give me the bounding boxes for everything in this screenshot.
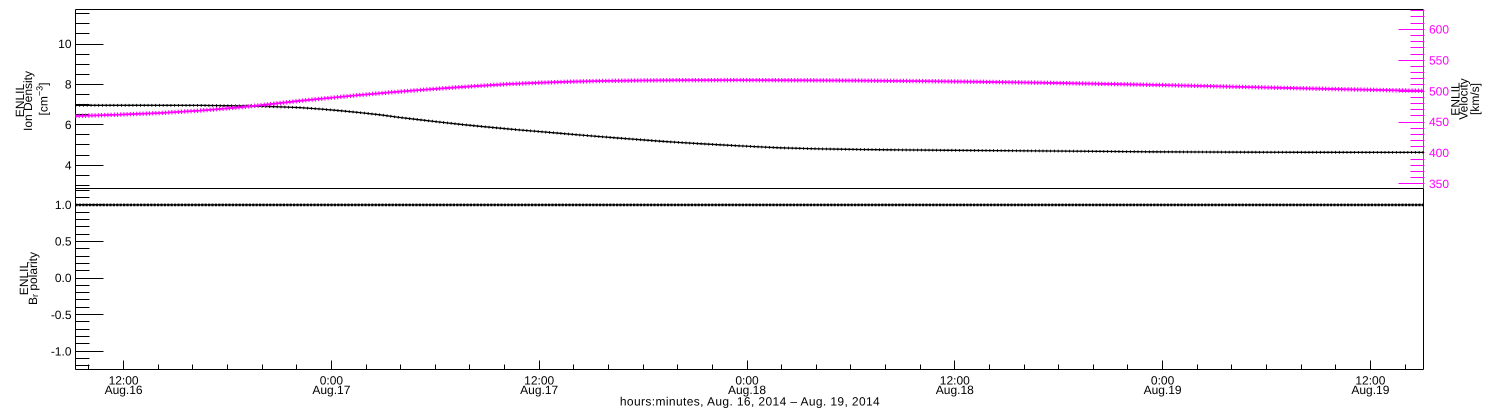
svg-text:0:00: 0:00	[735, 373, 759, 387]
svg-text:12:00: 12:00	[109, 373, 139, 387]
svg-text:ENLIL: ENLIL	[13, 84, 27, 118]
svg-text:450: 450	[1429, 115, 1449, 129]
svg-text:0:00: 0:00	[320, 373, 344, 387]
svg-text:Aug.18: Aug.18	[936, 383, 974, 397]
svg-text:550: 550	[1429, 53, 1449, 67]
svg-text:0.0: 0.0	[55, 271, 72, 285]
svg-text:500: 500	[1429, 84, 1449, 98]
svg-text:Aug.17: Aug.17	[520, 383, 558, 397]
svg-text:Aug.18: Aug.18	[728, 383, 766, 397]
svg-text:ENLIL: ENLIL	[17, 262, 31, 296]
svg-text:Ion Density: Ion Density	[21, 71, 35, 131]
svg-text:-1.0: -1.0	[51, 344, 72, 358]
svg-text:ENLIL: ENLIL	[1449, 82, 1463, 116]
svg-text:Aug.19: Aug.19	[1351, 383, 1389, 397]
svg-text:600: 600	[1429, 22, 1449, 36]
svg-text:Aug.17: Aug.17	[312, 383, 350, 397]
svg-text:8: 8	[65, 78, 72, 92]
svg-text:Velocity: Velocity	[1457, 78, 1471, 119]
svg-text:0:00: 0:00	[1151, 373, 1175, 387]
svg-text:[km/s]: [km/s]	[1468, 83, 1482, 115]
svg-text:10: 10	[58, 37, 72, 51]
svg-text:12:00: 12:00	[940, 373, 970, 387]
svg-text:12:00: 12:00	[1355, 373, 1385, 387]
svg-text:6: 6	[65, 118, 72, 132]
svg-text:-0.5: -0.5	[51, 308, 72, 322]
svg-text:Aug.19: Aug.19	[1144, 383, 1182, 397]
svg-text:350: 350	[1429, 177, 1449, 191]
svg-text:Aug.16: Aug.16	[105, 383, 143, 397]
svg-text:12:00: 12:00	[524, 373, 554, 387]
svg-text:400: 400	[1429, 146, 1449, 160]
svg-text:1.0: 1.0	[55, 198, 72, 212]
svg-text:0.5: 0.5	[55, 235, 72, 249]
svg-text:Br polarity: Br polarity	[26, 252, 40, 305]
svg-text:4: 4	[65, 158, 72, 172]
svg-text:hours:minutes, Aug. 16, 2014 –: hours:minutes, Aug. 16, 2014 – Aug. 19, …	[620, 395, 880, 409]
